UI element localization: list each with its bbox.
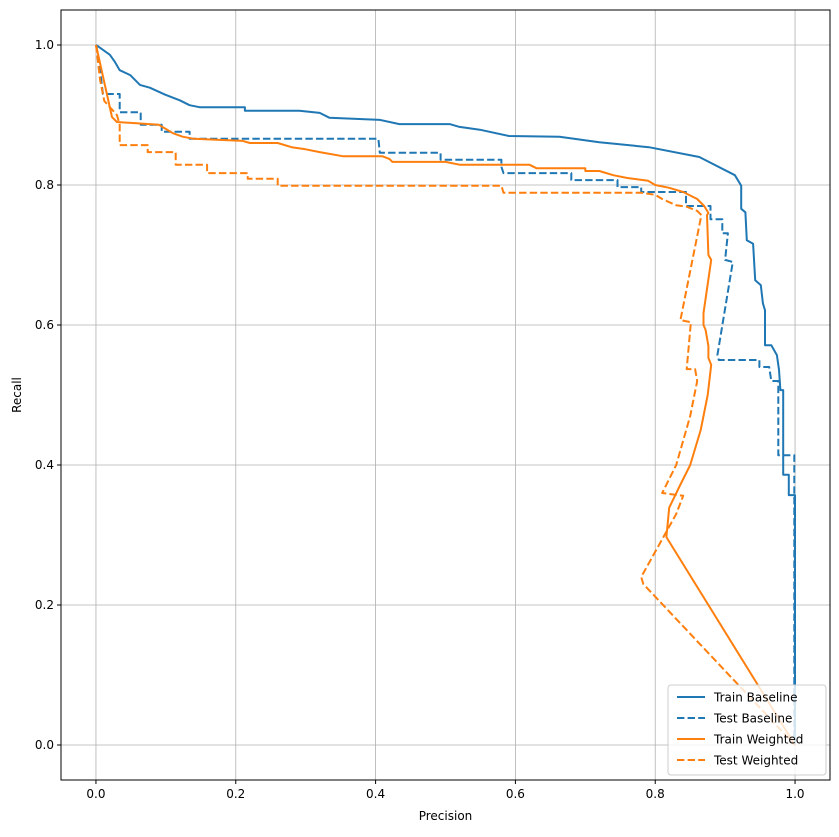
y-tick-label: 0.0 xyxy=(35,738,54,752)
plot-background xyxy=(61,10,830,780)
series-train-baseline xyxy=(95,44,796,745)
series-test-weighted xyxy=(95,44,796,746)
series-test-baseline xyxy=(95,44,796,745)
legend-box xyxy=(667,684,827,776)
x-tick-label: 0.2 xyxy=(226,787,245,801)
legend: Train Baseline Test Baseline Train Weighte… xyxy=(667,684,827,776)
series-lines xyxy=(95,44,796,746)
x-axis-label: Precision xyxy=(419,809,473,823)
legend-label-train-baseline: Train Baseline xyxy=(713,691,797,705)
x-tick-label: 1.0 xyxy=(785,787,804,801)
ticks: 0.0 0.2 0.4 0.6 0.8 1.0 0.0 0.2 0.4 0.6 0.8 1.0 xyxy=(35,38,805,801)
legend-label-train-weighted: Train Weighted xyxy=(713,733,803,747)
x-tick-label: 0.0 xyxy=(86,787,105,801)
legend-label-test-baseline: Test Baseline xyxy=(713,712,792,726)
series-train-weighted xyxy=(95,44,796,746)
plot-frame xyxy=(60,9,831,781)
x-tick-label: 0.4 xyxy=(366,787,385,801)
y-tick-label: 0.8 xyxy=(35,178,54,192)
y-axis-label: Recall xyxy=(10,377,24,413)
y-tick-label: 0.4 xyxy=(35,458,54,472)
y-tick-label: 0.6 xyxy=(35,318,54,332)
x-tick-label: 0.6 xyxy=(506,787,525,801)
x-tick-label: 0.8 xyxy=(646,787,665,801)
legend-label-test-weighted: Test Weighted xyxy=(713,754,798,768)
y-tick-label: 1.0 xyxy=(35,38,54,52)
y-tick-label: 0.2 xyxy=(35,598,54,612)
